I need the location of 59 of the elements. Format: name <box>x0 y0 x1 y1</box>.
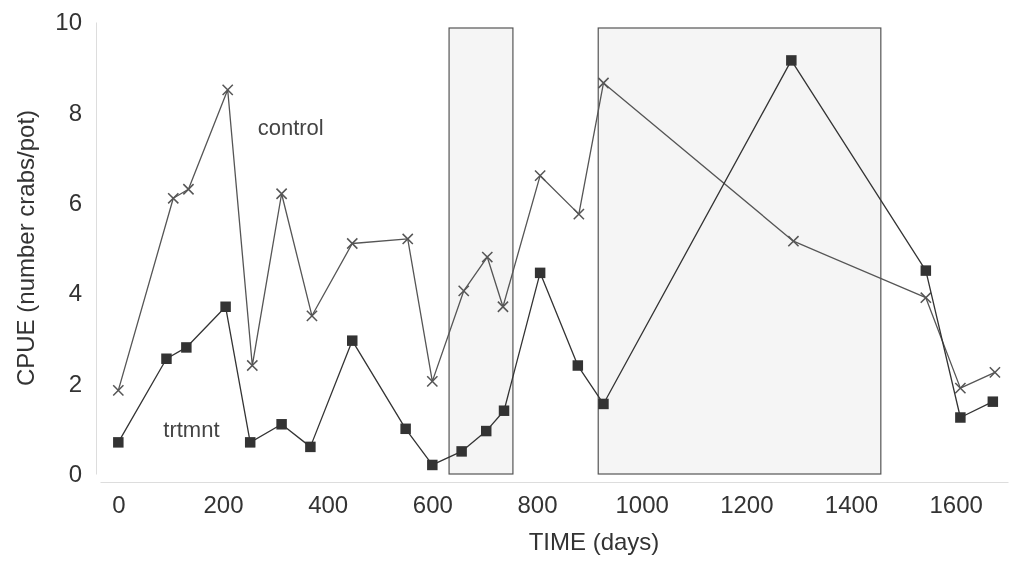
point <box>167 192 180 205</box>
x-tick-label: 400 <box>308 491 349 519</box>
point <box>305 441 316 453</box>
point <box>347 335 358 346</box>
y-tick-label: 6 <box>68 188 82 216</box>
point <box>987 396 999 407</box>
point <box>181 342 192 353</box>
point <box>955 412 966 423</box>
y-tick-label: 4 <box>68 279 82 307</box>
point <box>786 55 797 66</box>
point <box>456 446 467 457</box>
point <box>182 183 195 196</box>
y-tick-label: 2 <box>68 369 82 397</box>
point <box>306 309 318 322</box>
point <box>787 235 800 248</box>
point <box>598 398 609 410</box>
point <box>346 237 359 250</box>
series-label: control <box>257 114 324 140</box>
point <box>457 285 470 297</box>
point <box>427 459 438 471</box>
point <box>480 425 492 437</box>
point <box>572 208 585 220</box>
point <box>220 301 231 312</box>
point <box>112 384 125 397</box>
point <box>920 265 932 276</box>
point <box>113 437 124 448</box>
point <box>246 359 259 372</box>
point <box>275 187 288 200</box>
point <box>401 233 414 245</box>
x-tick-label: 800 <box>517 491 558 519</box>
point <box>534 267 546 279</box>
series-label: trtmnt <box>163 417 220 443</box>
point <box>276 419 287 430</box>
y-tick-label: 8 <box>68 98 82 126</box>
point <box>481 251 494 263</box>
x-tick-label: 1400 <box>824 491 879 519</box>
point <box>954 382 967 394</box>
x-axis-title: TIME (days) <box>528 528 660 555</box>
x-tick-label: 1200 <box>720 491 774 519</box>
point <box>498 405 510 416</box>
point <box>989 366 1001 379</box>
x-tick-label: 1000 <box>615 491 669 519</box>
x-tick-label: 1600 <box>929 491 983 519</box>
y-axis-title: CPUE (number crabs/pot) <box>12 109 39 387</box>
x-tick-label: 0 <box>112 491 126 519</box>
point <box>426 375 439 388</box>
x-tick-label: 600 <box>412 491 453 519</box>
y-tick-label: 0 <box>68 460 82 488</box>
point <box>244 437 256 448</box>
x-tick-label: 200 <box>203 491 244 519</box>
y-tick-label: 10 <box>55 8 82 36</box>
point <box>221 83 234 96</box>
point <box>400 423 411 435</box>
point <box>497 300 509 313</box>
point <box>161 353 172 364</box>
point <box>919 291 932 304</box>
point <box>572 360 584 371</box>
point <box>534 169 546 182</box>
point <box>597 77 610 89</box>
